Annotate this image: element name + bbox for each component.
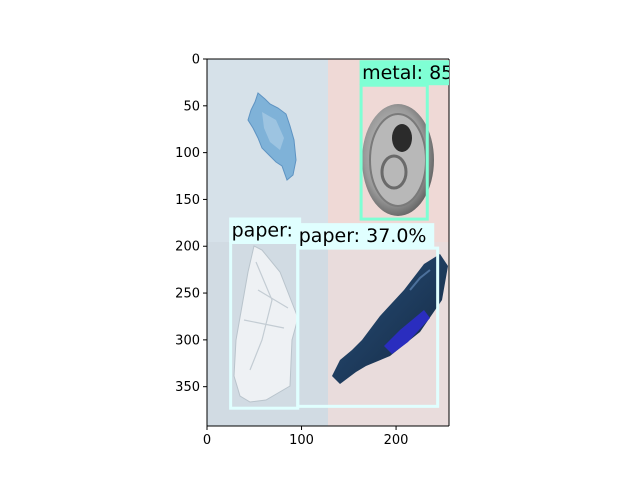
y-tick-label: 100 bbox=[175, 146, 200, 161]
blue-glass-bottle bbox=[332, 254, 448, 384]
detection-label: paper: bbox=[232, 220, 293, 242]
y-tick-label: 300 bbox=[175, 333, 200, 348]
y-tick-label: 0 bbox=[192, 53, 200, 68]
axes-frame bbox=[206, 58, 450, 427]
y-tick-label: 150 bbox=[175, 193, 200, 208]
detection-group: metal: 85 paper: paper: 37.0% bbox=[229, 60, 453, 410]
x-tick-label: 100 bbox=[289, 433, 314, 448]
detection-label-bg bbox=[359, 60, 449, 86]
detection-label-bg bbox=[296, 223, 435, 249]
detection-overlays: metal: 85 paper: paper: 37.0% bbox=[229, 60, 453, 410]
y-tick-label: 350 bbox=[175, 380, 200, 395]
axis-ticks: 0 100 200 0 50 100 150 200 250 300 350 bbox=[175, 53, 408, 449]
y-tick-label: 200 bbox=[175, 240, 200, 255]
x-tick-label: 0 bbox=[203, 433, 211, 448]
detection-label: paper: 37.0% bbox=[299, 225, 427, 247]
y-tick-label: 250 bbox=[175, 287, 200, 302]
detection-label: metal: 85 bbox=[362, 62, 453, 84]
x-tick-label: 200 bbox=[384, 433, 409, 448]
detection-label-bg bbox=[229, 217, 302, 243]
y-tick-label: 50 bbox=[183, 99, 200, 114]
scene-image bbox=[207, 59, 449, 426]
